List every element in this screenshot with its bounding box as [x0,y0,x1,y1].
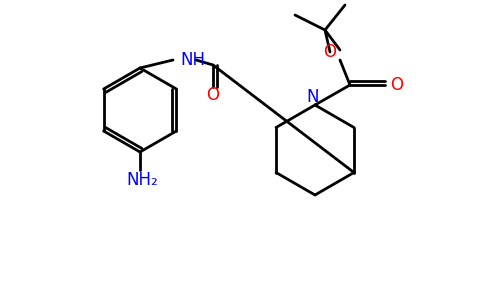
Text: O: O [391,76,404,94]
Text: O: O [323,43,336,61]
Text: NH₂: NH₂ [126,171,158,189]
Text: N: N [307,88,319,106]
Text: O: O [207,86,220,104]
Text: NH: NH [180,51,205,69]
